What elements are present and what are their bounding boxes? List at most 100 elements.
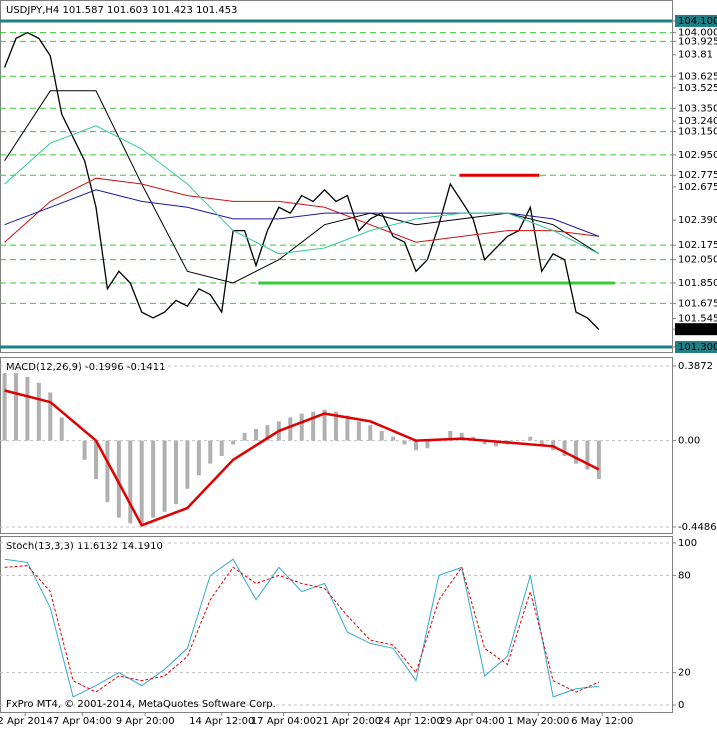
- panel-frame: [0, 536, 673, 713]
- histogram-bar: [356, 421, 361, 441]
- y-tick-highlight: [675, 14, 717, 27]
- histogram-bar: [196, 440, 201, 476]
- x-tick-label: 17 Apr 04:00: [251, 716, 316, 727]
- stoch-signal: [4, 565, 600, 693]
- x-tick-label: 1 May 20:00: [507, 716, 569, 727]
- price-line: [3, 31, 600, 330]
- y-tick-label: 102.050: [678, 255, 717, 266]
- histogram-bar: [14, 373, 18, 441]
- y-tick-label: 103.150: [678, 127, 717, 138]
- histogram-bar: [379, 430, 384, 441]
- moving-average: [4, 125, 600, 255]
- histogram-bar: [585, 440, 590, 470]
- x-tick-label: 29 Apr 04:00: [439, 716, 504, 727]
- histogram-bar: [231, 440, 236, 445]
- histogram-bar: [185, 440, 190, 489]
- histogram-bar: [36, 382, 41, 441]
- histogram-bar: [219, 440, 224, 456]
- y-tick-label: 101.850: [678, 278, 717, 289]
- y-tick-label: 102.175: [678, 240, 717, 251]
- histogram-bar: [128, 440, 133, 524]
- histogram-bar: [151, 440, 156, 518]
- histogram-bar: [402, 440, 407, 445]
- y-tick-label: 102.775: [678, 170, 717, 181]
- y-tick-label: 103.925: [678, 36, 717, 47]
- histogram-bar: [391, 436, 396, 441]
- y-tick-label: 103.81: [678, 50, 713, 61]
- y-tick-label: 101.300: [678, 342, 717, 353]
- signal-line: [4, 389, 600, 527]
- histogram-bar: [322, 409, 327, 441]
- moving-average: [4, 90, 600, 284]
- y-tick-label: 104.100: [678, 16, 717, 27]
- histogram-bar: [459, 432, 464, 441]
- histogram-bar: [299, 413, 304, 441]
- histogram-bar: [482, 440, 487, 445]
- y-tick-label: 103.350: [678, 103, 717, 114]
- x-tick-label: 2 Apr 2014: [0, 716, 53, 727]
- y-tick-label: 101.453: [678, 324, 717, 335]
- histogram-bar: [242, 432, 247, 441]
- histogram-bar: [539, 440, 544, 447]
- y-tick-label: 20: [678, 668, 691, 679]
- copyright: FxPro MT4, © 2001-2014, MetaQuotes Softw…: [6, 699, 276, 710]
- y-tick-highlight: [675, 323, 717, 336]
- y-tick-label: 103.240: [678, 116, 717, 127]
- histogram-bar: [116, 440, 121, 518]
- histogram-bar: [345, 415, 350, 441]
- histogram-bar: [139, 440, 144, 524]
- y-tick-label: 100: [678, 538, 697, 549]
- histogram-bar: [596, 440, 601, 480]
- moving-average: [4, 177, 599, 243]
- y-tick-label: 104.000: [678, 28, 717, 39]
- panel-frame: [0, 357, 673, 534]
- x-tick-label: 6 May 12:00: [571, 716, 633, 727]
- y-tick-highlight: [675, 340, 717, 353]
- y-tick-label: 102.950: [678, 150, 717, 161]
- histogram-bar: [48, 392, 53, 441]
- histogram-bar: [574, 440, 578, 464]
- panel-title: USDJPY,H4 101.587 101.603 101.423 101.45…: [6, 5, 237, 16]
- histogram-bar: [82, 440, 87, 460]
- histogram-bar: [25, 377, 30, 441]
- x-tick-label: 24 Apr 12:00: [378, 716, 443, 727]
- histogram-bar: [334, 411, 338, 441]
- y-tick-label: 102.675: [678, 182, 717, 193]
- histogram-bar: [562, 440, 567, 456]
- histogram-bar: [288, 417, 293, 441]
- histogram-bar: [208, 440, 213, 464]
- panel-title: Stoch(13,3,3) 11.6132 14.1910: [6, 541, 163, 552]
- y-tick-label: 0: [678, 700, 684, 711]
- histogram-bar: [162, 440, 167, 512]
- histogram-bar: [105, 440, 110, 503]
- y-tick-label: 80: [678, 570, 691, 581]
- histogram-bar: [448, 430, 453, 441]
- histogram-bar: [254, 429, 258, 441]
- y-tick-label: 101.545: [678, 313, 717, 324]
- histogram-bar: [59, 417, 64, 441]
- x-tick-label: 21 Apr 20:00: [316, 716, 381, 727]
- histogram-bar: [311, 411, 316, 441]
- histogram-bar: [425, 440, 430, 449]
- histogram-bar: [2, 373, 7, 441]
- histogram-bar: [265, 425, 270, 441]
- y-tick-label: 103.525: [678, 83, 717, 94]
- histogram-bar: [528, 436, 533, 441]
- histogram-bar: [494, 440, 498, 447]
- histogram-bar: [414, 440, 418, 451]
- x-tick-label: 14 Apr 12:00: [189, 716, 254, 727]
- y-tick-label: 0.3872: [678, 361, 713, 372]
- histogram-bar: [174, 440, 178, 505]
- y-tick-label: 102.390: [678, 215, 717, 226]
- x-tick-label: 9 Apr 20:00: [116, 716, 175, 727]
- y-tick-label: 103.625: [678, 71, 717, 82]
- y-tick-label: 101.675: [678, 298, 717, 309]
- panel-frame: [0, 0, 673, 353]
- stoch-main: [4, 558, 599, 698]
- histogram-bar: [368, 425, 373, 441]
- x-tick-label: 7 Apr 04:00: [53, 716, 112, 727]
- histogram-bar: [94, 440, 98, 480]
- panel-title: MACD(12,26,9) -0.1996 -0.1411: [6, 362, 166, 373]
